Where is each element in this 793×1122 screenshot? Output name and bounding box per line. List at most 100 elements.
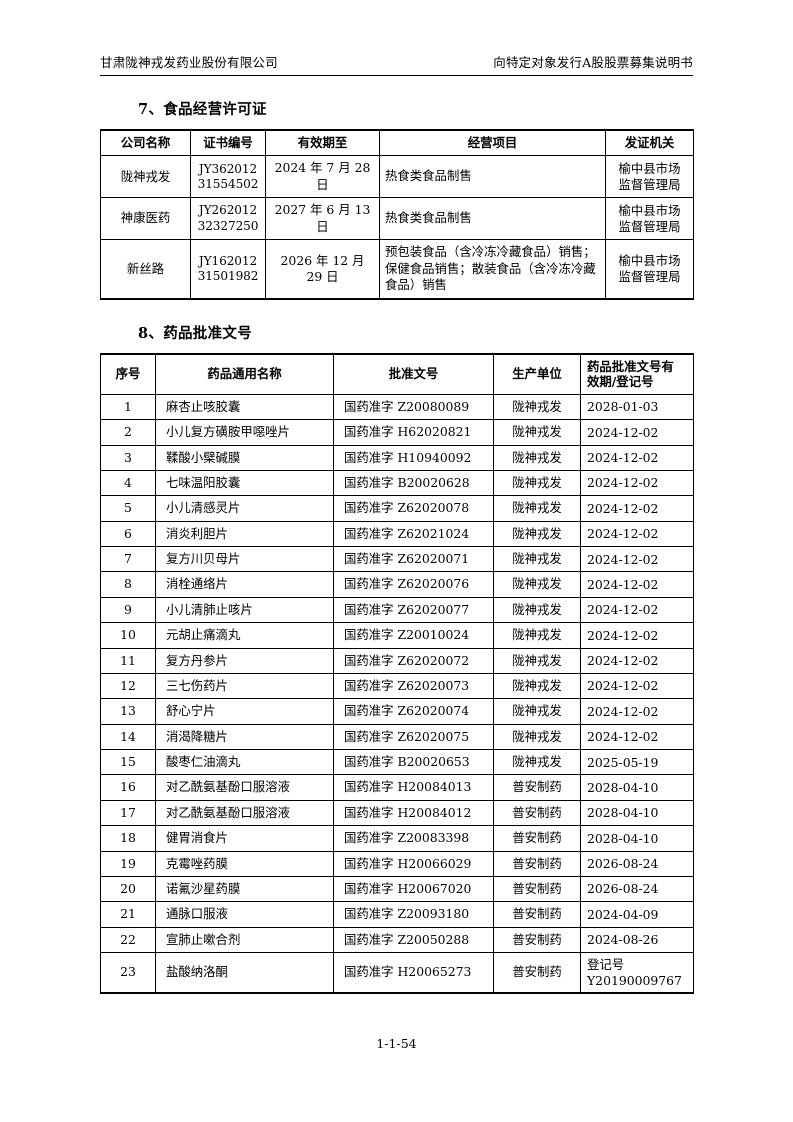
table-row: 8 消栓通络片 国药准字 Z62020076 陇神戎发 2024-12-02 [100, 571, 694, 598]
cell-seq: 13 [100, 698, 156, 725]
cell-approval-no: 国药准字 H10940092 [333, 444, 494, 471]
cell-valid-until: 2027 年 6 月 13 日 [265, 197, 380, 240]
cell-drug-name: 复方丹参片 [155, 647, 334, 674]
cell-drug-name: 诺氟沙星药膜 [155, 875, 334, 903]
page-footer: 1-1-54 [0, 1036, 793, 1051]
table-row: 2 小儿复方磺胺甲噁唑片 国药准字 H62020821 陇神戎发 2024-12-02 [100, 419, 694, 446]
cell-seq: 21 [100, 901, 156, 928]
cell-validity: 2024-12-02 [580, 698, 694, 725]
cell-manufacturer: 陇神戎发 [493, 723, 581, 751]
cell-drug-name: 消炎利胆片 [155, 520, 334, 548]
cell-approval-no: 国药准字 H62020821 [333, 419, 494, 446]
cell-validity: 2024-12-02 [580, 444, 694, 471]
table-header-row: 序号 药品通用名称 批准文号 生产单位 药品批准文号有 效期/登记号 [100, 353, 694, 395]
cell-seq: 20 [100, 875, 156, 903]
drug-approval-table-body: 1 麻杏止咳胶囊 国药准字 Z20080089 陇神戎发 2028-01-03 2 小儿复方… [100, 393, 694, 994]
cell-approval-no: 国药准字 B20020628 [333, 469, 494, 497]
cell-validity: 2026-08-24 [580, 875, 694, 903]
cell-validity: 2026-08-24 [580, 850, 694, 877]
table-row: 21 通脉口服液 国药准字 Z20093180 普安制药 2024-04-09 [100, 901, 694, 928]
cell-manufacturer: 普安制药 [493, 926, 581, 954]
cell-seq: 12 [100, 672, 156, 700]
cell-drug-name: 复方川贝母片 [155, 546, 334, 573]
table-row: 9 小儿清肺止咳片 国药准字 Z62020077 陇神戎发 2024-12-02 [100, 596, 694, 624]
cell-manufacturer: 陇神戎发 [493, 596, 581, 624]
table-row: 7 复方川贝母片 国药准字 Z62020071 陇神戎发 2024-12-02 [100, 546, 694, 573]
cell-seq: 19 [100, 850, 156, 877]
cell-validity: 2024-12-02 [580, 647, 694, 674]
table-row: 22 宣肺止嗽合剂 国药准字 Z20050288 普安制药 2024-08-26 [100, 926, 694, 954]
table-row: 3 鞣酸小檗碱膜 国药准字 H10940092 陇神戎发 2024-12-02 [100, 444, 694, 471]
cell-approval-no: 国药准字 H20084012 [333, 799, 494, 827]
table-row: 16 对乙酰氨基酚口服溶液 国药准字 H20084013 普安制药 2028-04-10 [100, 774, 694, 801]
cell-approval-no: 国药准字 H20067020 [333, 875, 494, 903]
cell-drug-name: 通脉口服液 [155, 901, 334, 928]
validity-header-line1: 药品批准文号有 [587, 359, 674, 375]
cell-drug-name: 元胡止痛滴丸 [155, 622, 334, 649]
cell-seq: 3 [100, 444, 156, 471]
cell-approval-no: 国药准字 Z20080089 [333, 393, 494, 421]
column-header-authority: 发证机关 [605, 129, 694, 157]
cell-validity: 2028-01-03 [580, 393, 694, 421]
cell-seq: 11 [100, 647, 156, 674]
cell-validity: 2028-04-10 [580, 774, 694, 801]
cell-manufacturer: 普安制药 [493, 875, 581, 903]
table-row: 神康医药 JY262012 32327250 2027 年 6 月 13 日 热… [100, 197, 694, 240]
section-heading-food-license: 7、食品经营许可证 [138, 98, 693, 119]
cell-validity: 2024-12-02 [580, 546, 694, 573]
cell-validity: 2024-12-02 [580, 520, 694, 548]
cell-drug-name: 克霉唑药膜 [155, 850, 334, 877]
cell-approval-no: 国药准字 Z20010024 [333, 622, 494, 649]
cell-scope: 热食类食品制售 [379, 155, 606, 199]
cell-seq: 8 [100, 571, 156, 598]
cell-manufacturer: 普安制药 [493, 901, 581, 928]
cell-drug-name: 小儿复方磺胺甲噁唑片 [155, 419, 334, 446]
cell-manufacturer: 陇神戎发 [493, 495, 581, 522]
cell-manufacturer: 陇神戎发 [493, 546, 581, 573]
column-header-company: 公司名称 [100, 129, 191, 157]
cell-validity: 2024-12-02 [580, 571, 694, 598]
cell-validity: 登记号 Y20190009767 [580, 952, 694, 994]
table-row: 陇神戎发 JY362012 31554502 2024 年 7 月 28 日 热… [100, 155, 694, 199]
cell-drug-name: 对乙酰氨基酚口服溶液 [155, 774, 334, 801]
cell-drug-name: 酸枣仁油滴丸 [155, 749, 334, 776]
cell-authority: 榆中县市场 监督管理局 [605, 155, 694, 199]
cell-approval-no: 国药准字 Z20093180 [333, 901, 494, 928]
cell-scope: 热食类食品制售 [379, 197, 606, 240]
cell-drug-name: 盐酸纳洛酮 [155, 952, 334, 994]
cell-validity: 2024-12-02 [580, 672, 694, 700]
cell-seq: 6 [100, 520, 156, 548]
cell-seq: 4 [100, 469, 156, 497]
table-row: 20 诺氟沙星药膜 国药准字 H20067020 普安制药 2026-08-24 [100, 875, 694, 903]
cell-manufacturer: 陇神戎发 [493, 444, 581, 471]
cell-scope: 预包装食品（含冷冻冷藏食品）销售；保健食品销售；散装食品（含冷冻冷藏食品）销售 [379, 238, 606, 300]
cell-drug-name: 七味温阳胶囊 [155, 469, 334, 497]
table-row: 19 克霉唑药膜 国药准字 H20066029 普安制药 2026-08-24 [100, 850, 694, 877]
cell-approval-no: 国药准字 Z62020078 [333, 495, 494, 522]
table-row: 新丝路 JY162012 31501982 2026 年 12 月 29 日 预… [100, 238, 694, 300]
cell-seq: 22 [100, 926, 156, 954]
cell-approval-no: 国药准字 Z20083398 [333, 825, 494, 852]
cell-drug-name: 三七伤药片 [155, 672, 334, 700]
cell-manufacturer: 陇神戎发 [493, 749, 581, 776]
cell-validity: 2028-04-10 [580, 825, 694, 852]
cell-manufacturer: 陇神戎发 [493, 698, 581, 725]
cell-approval-no: 国药准字 Z62020075 [333, 723, 494, 751]
section-number: 7、 [138, 101, 164, 118]
table-header-row: 公司名称 证书编号 有效期至 经营项目 发证机关 [100, 129, 694, 157]
column-header-valid-until: 有效期至 [265, 129, 380, 157]
cell-manufacturer: 普安制药 [493, 799, 581, 827]
cell-authority: 榆中县市场 监督管理局 [605, 238, 694, 300]
food-license-table: 公司名称 证书编号 有效期至 经营项目 发证机关 陇神戎发 JY362012 3… [100, 129, 694, 301]
page-number: 1-1-54 [376, 1036, 417, 1051]
cell-company: 新丝路 [100, 238, 191, 300]
section-number: 8、 [138, 325, 164, 343]
table-row: 14 消渴降糖片 国药准字 Z62020075 陇神戎发 2024-12-02 [100, 723, 694, 751]
cell-validity: 2028-04-10 [580, 799, 694, 827]
column-header-scope: 经营项目 [379, 129, 606, 157]
cell-validity: 2024-12-02 [580, 469, 694, 497]
column-header-drug-name: 药品通用名称 [155, 353, 334, 395]
cell-approval-no: 国药准字 Z62020076 [333, 571, 494, 598]
drug-approval-table: 序号 药品通用名称 批准文号 生产单位 药品批准文号有 效期/登记号 1 麻杏止咳胶… [100, 353, 694, 995]
